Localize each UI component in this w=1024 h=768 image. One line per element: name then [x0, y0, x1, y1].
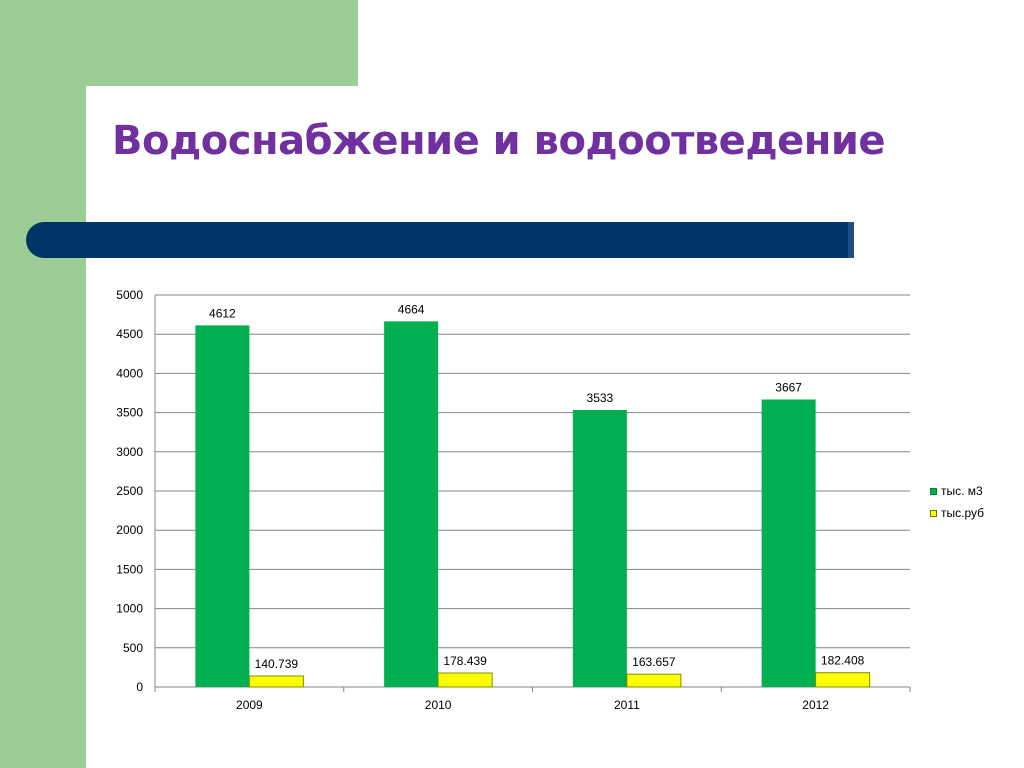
bar-series-2 [248, 675, 304, 688]
data-label-series-1: 3533 [587, 391, 614, 405]
x-tick-label: 2009 [236, 698, 263, 712]
legend-swatch-series-1 [930, 487, 937, 495]
x-tick-label: 2011 [614, 698, 640, 712]
bars [195, 321, 871, 688]
bar-series-1 [195, 325, 250, 687]
accent-bar-end [848, 222, 854, 258]
x-tick-label: 2012 [802, 698, 829, 712]
x-tick-label: 2010 [425, 698, 452, 712]
y-tick-label: 2500 [116, 484, 143, 498]
y-tick-label: 0 [136, 680, 143, 694]
y-tick-label: 500 [123, 641, 143, 655]
bar-series-1 [761, 399, 816, 687]
chart-legend: тыс. м3 тыс.руб [930, 480, 984, 524]
y-tick-label: 5000 [116, 288, 143, 302]
bar-series-1 [384, 321, 439, 687]
legend-label-series-1: тыс. м3 [941, 484, 983, 498]
top-panel [0, 0, 358, 86]
y-tick-label: 4500 [116, 327, 143, 341]
data-label-series-2: 182.408 [821, 654, 865, 668]
accent-bar [26, 222, 854, 258]
bar-series-2 [626, 673, 682, 688]
y-tick-label: 3500 [116, 406, 143, 420]
data-label-series-2: 140.739 [255, 657, 299, 671]
bar-series-2 [815, 672, 871, 688]
data-label-series-1: 4664 [398, 302, 425, 316]
bar-series-1 [572, 410, 627, 687]
side-panel [0, 0, 86, 768]
data-label-series-2: 178.439 [443, 654, 487, 668]
y-tick-label: 2000 [116, 523, 143, 537]
data-label-series-1: 3667 [775, 381, 802, 395]
slide-title: Водоснабжение и водоотведение [112, 118, 886, 164]
y-tick-label: 3000 [116, 445, 143, 459]
data-label-series-2: 163.657 [632, 655, 676, 669]
legend-swatch-series-2 [930, 509, 937, 517]
axes: 0 500 1000 1500 2000 2500 3000 3500 4000 4500 5000… [116, 288, 911, 712]
data-labels: 4612 4664 3533 3667 140.739 178.439 163.657 182… [209, 302, 865, 671]
y-tick-label: 1500 [116, 562, 143, 576]
data-label-series-1: 4612 [209, 306, 236, 320]
legend-item-series-2: тыс.руб [930, 502, 984, 524]
legend-label-series-2: тыс.руб [941, 506, 985, 520]
bar-series-2 [437, 672, 493, 688]
legend-item-series-1: тыс. м3 [930, 480, 984, 502]
y-tick-label: 4000 [116, 366, 143, 380]
y-tick-label: 1000 [116, 602, 143, 616]
